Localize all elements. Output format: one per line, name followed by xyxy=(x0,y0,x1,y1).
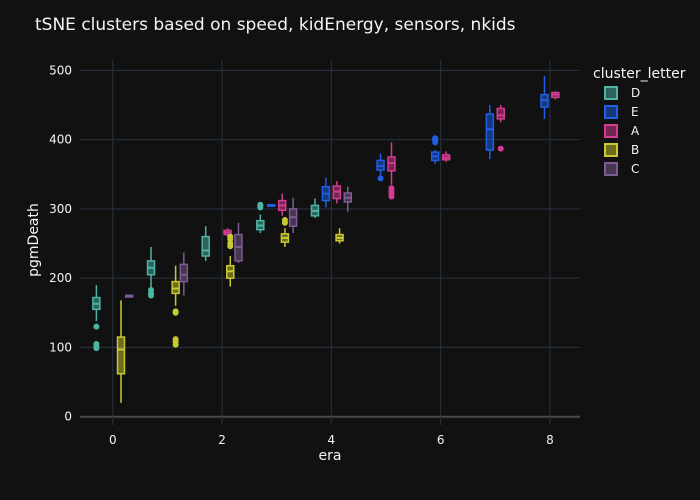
legend-label-c: C xyxy=(631,162,639,176)
outlier-point xyxy=(227,240,234,247)
x-tick-label: 8 xyxy=(546,433,554,447)
box-body xyxy=(496,107,506,120)
chart-title: tSNE clusters based on speed, kidEnergy,… xyxy=(35,15,516,35)
box-c xyxy=(343,186,353,212)
box-a xyxy=(277,193,287,216)
box-c xyxy=(179,252,189,296)
grid xyxy=(80,60,580,425)
box-e xyxy=(540,75,549,119)
x-tick-label: 0 xyxy=(109,433,117,447)
box-a xyxy=(551,91,560,100)
outlier-point xyxy=(93,323,100,330)
box-c xyxy=(234,222,243,263)
legend-swatch-a xyxy=(604,124,618,138)
y-axis-title: pgmDeath xyxy=(26,203,42,277)
legend-label-b: B xyxy=(631,143,639,157)
box-a xyxy=(332,181,342,204)
y-tick-label: 200 xyxy=(49,271,72,285)
outlier-point xyxy=(388,193,395,200)
y-tick-label: 500 xyxy=(49,63,72,77)
box-b xyxy=(171,265,180,348)
axis-ticks: 0 100 200 300 400 500 0 2 4 6 8 xyxy=(49,63,554,447)
outlier-point xyxy=(227,233,234,240)
box-body xyxy=(485,113,495,151)
plot-area xyxy=(92,75,560,403)
x-axis-title: era xyxy=(319,448,342,464)
box-a xyxy=(496,105,506,152)
box-body xyxy=(179,263,189,283)
box-e xyxy=(430,135,440,164)
x-tick-label: 4 xyxy=(328,433,336,447)
outlier-point xyxy=(432,135,439,142)
legend-swatch-d xyxy=(604,86,618,100)
legend-swatch-e xyxy=(604,105,618,119)
outlier-point xyxy=(257,201,264,208)
y-tick-label: 100 xyxy=(49,340,72,354)
x-tick-label: 2 xyxy=(218,433,226,447)
legend-label-d: D xyxy=(631,86,640,100)
box-d xyxy=(201,226,210,261)
box-e xyxy=(485,105,495,160)
box-b xyxy=(335,228,344,244)
box-a xyxy=(387,142,396,200)
outlier-point xyxy=(148,292,155,299)
legend-label-e: E xyxy=(631,105,639,119)
outlier-point xyxy=(377,175,384,182)
box-b xyxy=(116,300,126,403)
box-b xyxy=(280,216,290,248)
box-d xyxy=(310,198,320,218)
box-e xyxy=(376,153,385,182)
outlier-point xyxy=(172,341,179,348)
legend-title: cluster_letter xyxy=(593,66,686,82)
outlier-point xyxy=(497,145,504,152)
x-tick-label: 6 xyxy=(437,433,445,447)
outlier-point xyxy=(172,309,179,316)
outlier-point xyxy=(93,345,100,352)
box-e xyxy=(321,177,331,208)
box-c xyxy=(124,294,134,298)
box-b xyxy=(226,233,235,287)
box-d xyxy=(146,247,156,299)
legend-swatch-c xyxy=(604,162,618,176)
box-d xyxy=(256,201,265,234)
box-body xyxy=(201,235,210,257)
y-tick-label: 0 xyxy=(64,410,72,424)
y-tick-label: 300 xyxy=(49,202,72,216)
legend-label-a: A xyxy=(631,124,640,138)
box-a xyxy=(441,151,451,162)
box-d xyxy=(92,285,101,352)
box-c xyxy=(288,197,298,234)
box-e xyxy=(267,204,276,208)
box-body xyxy=(116,336,126,375)
y-tick-label: 400 xyxy=(49,133,72,147)
legend-swatch-b xyxy=(604,143,618,157)
box-body xyxy=(171,280,180,295)
outlier-point xyxy=(281,216,288,223)
